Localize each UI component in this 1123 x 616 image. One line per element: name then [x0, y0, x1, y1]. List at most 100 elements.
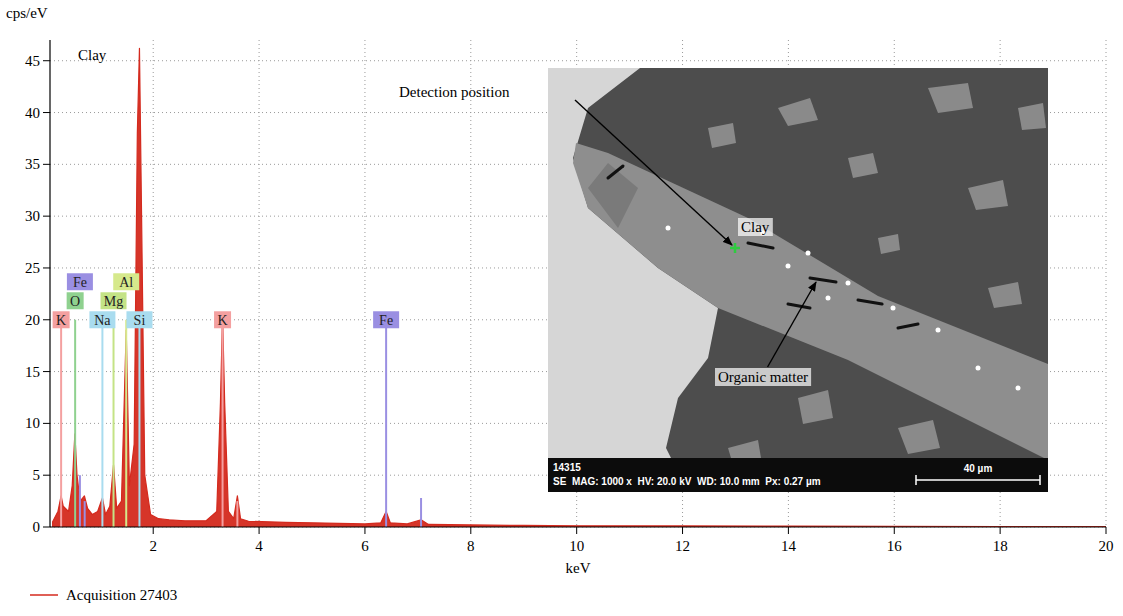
element-line — [84, 501, 86, 527]
y-axis — [49, 40, 50, 527]
element-label: Al — [119, 275, 133, 290]
y-tick — [43, 267, 50, 268]
speck — [666, 226, 671, 231]
element-line — [222, 320, 224, 527]
element-label-box — [89, 311, 115, 328]
annotation: Clay — [741, 219, 770, 235]
x-tick — [259, 527, 260, 534]
y-tick-label: 5 — [33, 467, 41, 483]
speck — [891, 306, 896, 311]
legend-label: Acquisition 27403 — [66, 587, 177, 603]
grid-line — [50, 60, 1106, 61]
speck — [806, 251, 811, 256]
speck — [846, 281, 851, 286]
y-tick-label: 45 — [25, 53, 40, 69]
element-labels: KOFeNaMgAlSiKFe — [53, 273, 400, 328]
arrow — [575, 100, 732, 245]
y-tick — [43, 475, 50, 476]
element-label-box — [113, 273, 139, 290]
organic-crack — [748, 243, 773, 248]
annotations: Detection positionClayOrganic matter — [396, 83, 816, 386]
element-label: Fe — [379, 313, 393, 328]
scale-bar — [916, 479, 1040, 481]
organic-crack — [608, 166, 623, 178]
annotation: Detection position — [399, 84, 510, 100]
y-tick-label: 25 — [25, 260, 40, 276]
annotation-patch — [738, 218, 773, 236]
speck — [1016, 386, 1021, 391]
x-tick-label: 8 — [467, 538, 475, 554]
y-tick — [43, 112, 50, 113]
scale-bar-end — [1039, 475, 1041, 485]
organic-crack — [788, 304, 810, 308]
y-tick — [43, 319, 50, 320]
x-axis-title: keV — [566, 560, 591, 576]
x-tick-label: 2 — [149, 538, 157, 554]
y-tick-label: 20 — [25, 312, 40, 328]
element-label-box — [67, 273, 93, 290]
plot-area — [53, 48, 1106, 527]
element-label-box — [101, 292, 127, 309]
legend: Acquisition 27403 — [30, 587, 177, 603]
x-tick — [788, 527, 789, 534]
x-tick — [682, 527, 683, 534]
x-tick-label: 14 — [781, 538, 797, 554]
element-label-box — [214, 311, 231, 328]
x-axis — [50, 526, 1106, 527]
element-line — [79, 475, 81, 527]
scale-bar-label: 40 µm — [964, 463, 993, 474]
organic-crack — [810, 278, 836, 282]
x-tick — [364, 527, 365, 534]
element-line — [101, 320, 103, 527]
x-tick-label: 12 — [675, 538, 690, 554]
detection-marker — [730, 243, 740, 253]
element-label: Mg — [104, 294, 123, 309]
grid-line — [50, 527, 1106, 528]
element-label-box — [373, 311, 399, 328]
element-line — [138, 320, 140, 527]
x-tick — [470, 527, 471, 534]
grid — [50, 40, 1106, 527]
legend-swatch — [30, 594, 58, 596]
element-line — [236, 501, 238, 527]
x-tick-label: 10 — [569, 538, 584, 554]
sem-background — [548, 68, 1048, 492]
element-line — [74, 320, 76, 527]
grain — [708, 123, 736, 148]
info-text: SE MAG: 1000 x HV: 20.0 kV WD: 10.0 mm P… — [553, 476, 821, 487]
grain — [878, 234, 900, 254]
element-label-box — [53, 311, 70, 328]
sem-inset: 14315 SE MAG: 1000 x HV: 20.0 kV WD: 10.0… — [548, 68, 1048, 492]
x-tick — [1106, 527, 1107, 534]
element-label: Na — [94, 313, 111, 328]
arrow — [768, 282, 816, 367]
title: Clay — [78, 47, 107, 63]
spectrum — [53, 48, 1106, 527]
y-tick-label: 0 — [33, 519, 41, 535]
x-tick — [1000, 527, 1001, 534]
grid-line — [470, 40, 471, 527]
grain — [778, 98, 818, 126]
element-line — [60, 320, 62, 527]
organic-crack — [858, 300, 882, 304]
x-tick-label: 6 — [361, 538, 369, 554]
grid-line — [364, 40, 365, 527]
speck — [936, 328, 941, 333]
element-label: Si — [134, 313, 146, 328]
element-label: K — [217, 313, 227, 328]
element-label: Fe — [73, 275, 87, 290]
grain — [968, 180, 1008, 210]
x-tick-label: 20 — [1099, 538, 1114, 554]
y-tick-label: 15 — [25, 364, 40, 380]
clay-patch — [588, 163, 638, 228]
y-tick-label: 40 — [25, 105, 40, 121]
x-tick-label: 16 — [887, 538, 903, 554]
element-line — [125, 320, 127, 527]
annotation-patch — [396, 83, 513, 101]
x-tick-label: 4 — [255, 538, 263, 554]
element-line — [420, 498, 422, 527]
element-label: O — [70, 294, 80, 309]
organic-crack — [898, 324, 918, 328]
sample-id: 14315 — [553, 462, 581, 473]
x-tick — [153, 527, 154, 534]
